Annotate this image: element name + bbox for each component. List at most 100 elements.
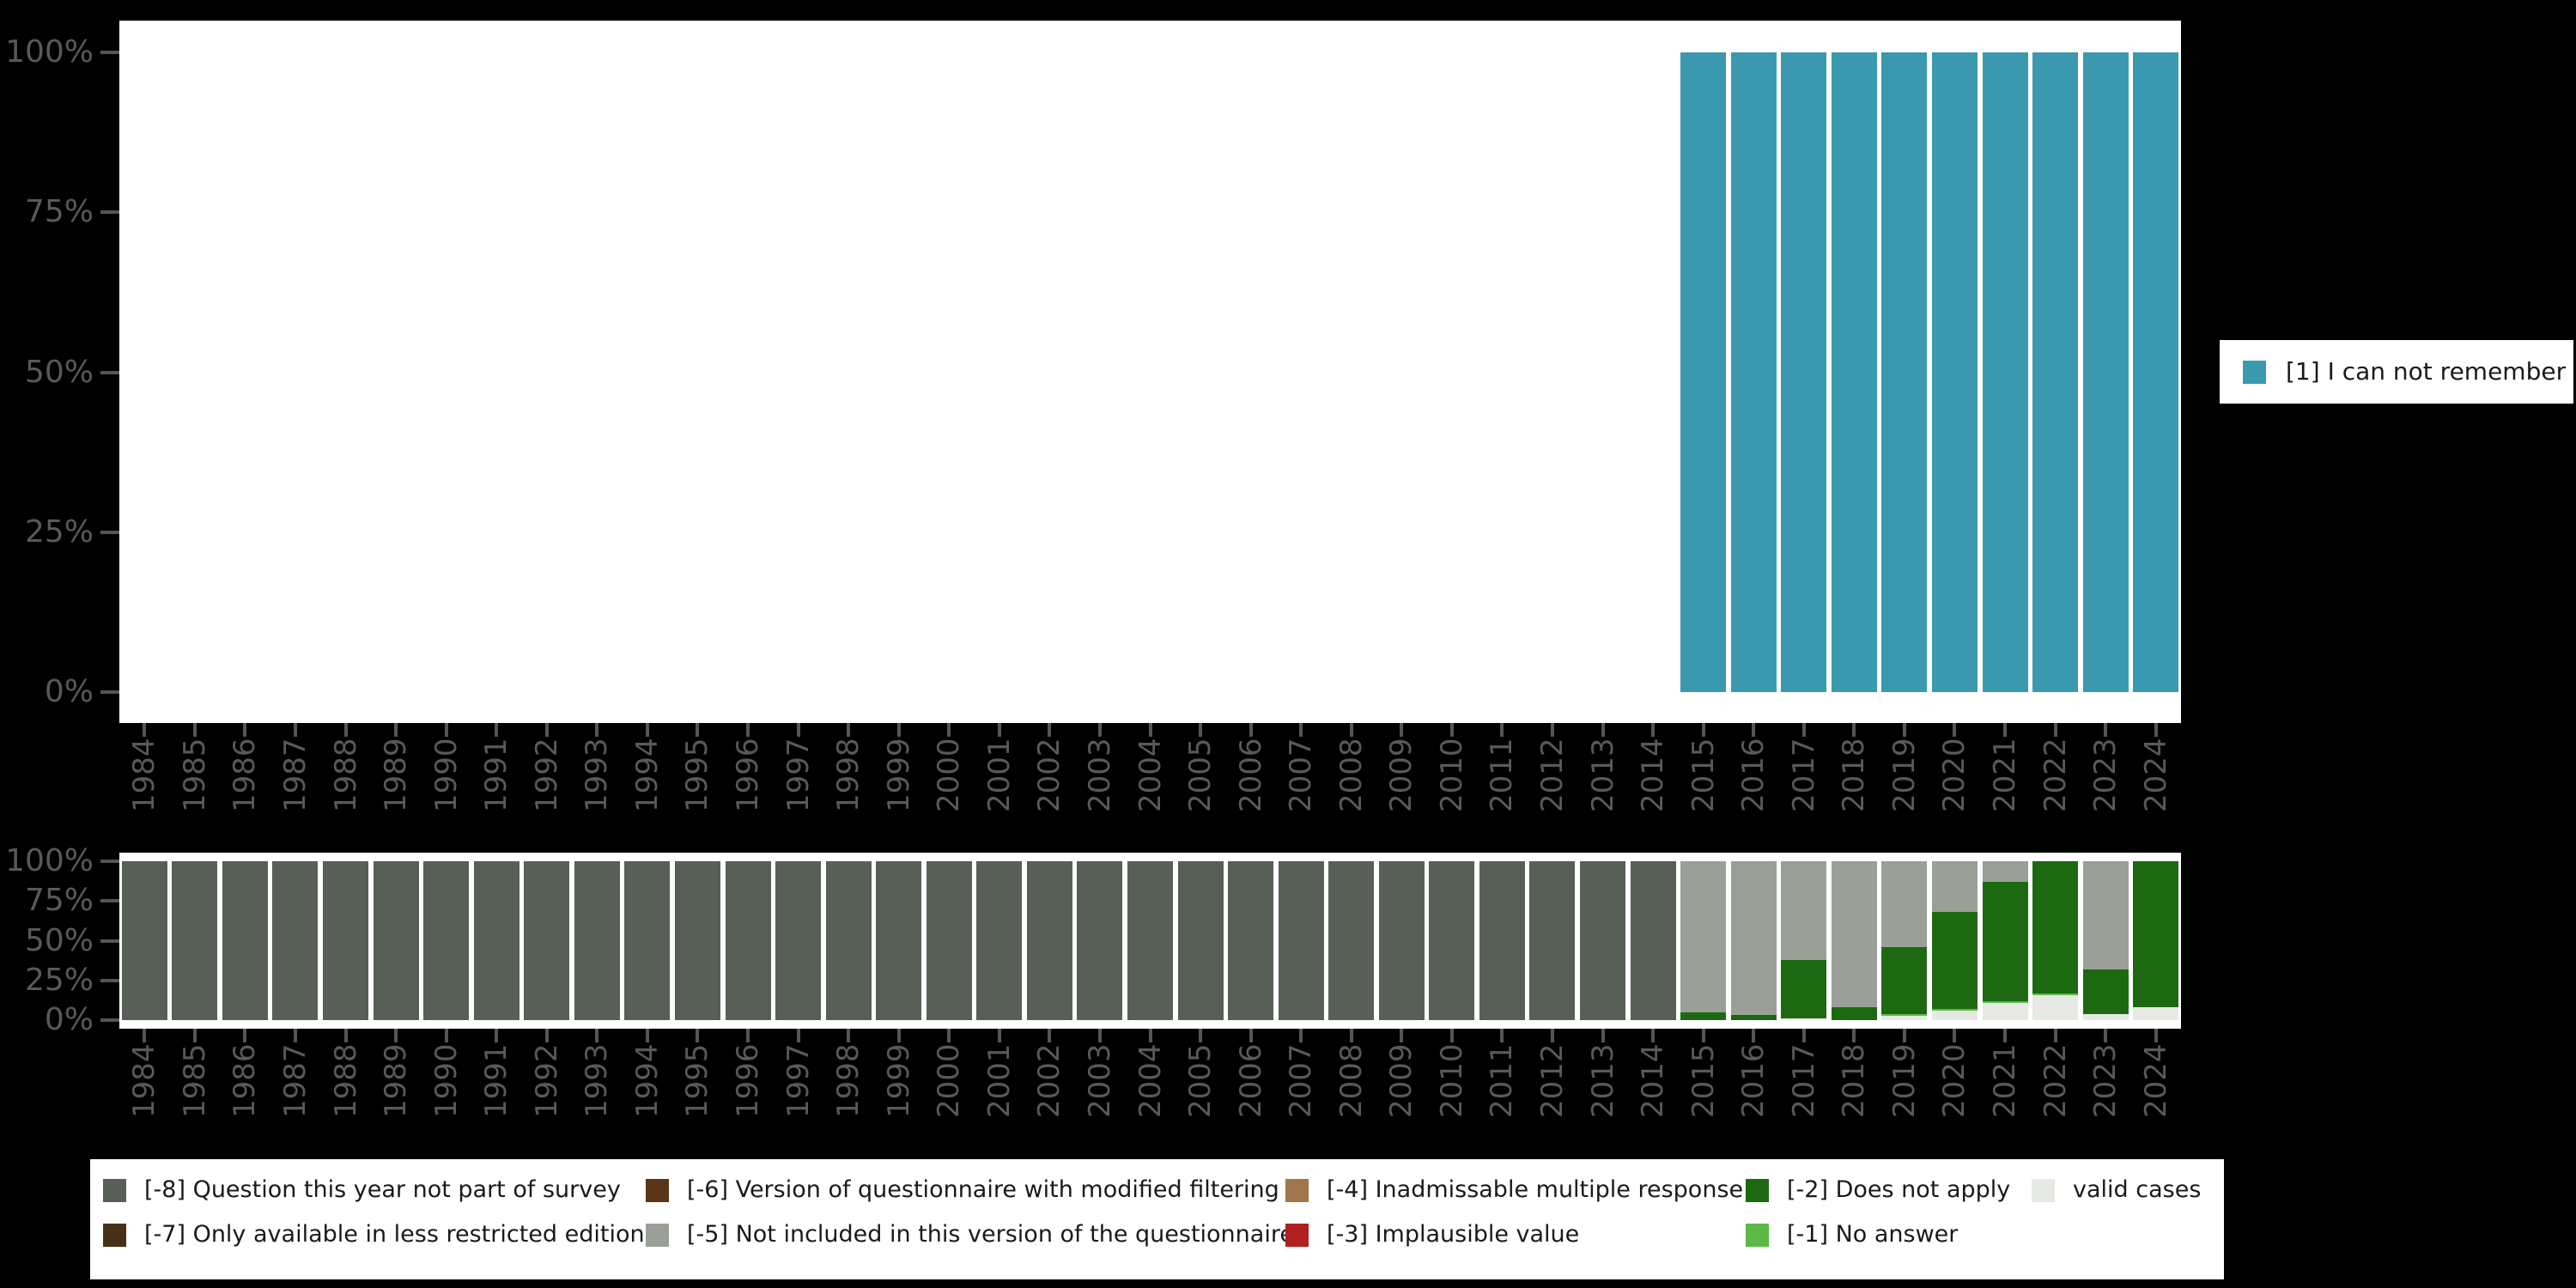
x-axis-year-label: 2011 (1485, 738, 1519, 812)
bar-segment--1-i-can-not-remember (1983, 52, 2028, 692)
x-axis-year-label: 2004 (1133, 738, 1168, 812)
x-axis-tick (1651, 1029, 1655, 1042)
x-axis-tick (1098, 1029, 1102, 1042)
x-axis-tick (294, 1029, 297, 1042)
y-axis-tick (100, 939, 119, 943)
x-axis-tick (696, 723, 699, 737)
x-axis-year-label: 2022 (2038, 738, 2073, 812)
x-axis-year-label: 1988 (329, 1043, 363, 1118)
x-axis-year-label: 1992 (530, 1043, 564, 1118)
y-axis-tick (100, 531, 119, 534)
x-axis-year-label: 1995 (680, 738, 714, 812)
bar-segment--1-no-answer (1983, 1001, 2028, 1003)
x-axis-year-label: 2000 (932, 738, 966, 812)
x-axis-tick (646, 1029, 649, 1042)
x-axis-year-label: 1999 (882, 1043, 916, 1118)
legend-label: valid cases (2073, 1176, 2202, 1203)
x-axis-tick (1350, 723, 1353, 737)
x-axis-year-label: 2022 (2038, 1043, 2073, 1118)
x-axis-tick (2104, 1029, 2107, 1042)
x-axis-year-label: 1989 (379, 738, 413, 812)
x-axis-year-label: 2013 (1586, 1043, 1620, 1118)
bar-segment--8-question-this-year-not-part-of-survey (474, 861, 519, 1020)
bar-segment--8-question-this-year-not-part-of-survey (976, 861, 1022, 1020)
y-axis-tick-label: 50% (24, 923, 94, 958)
x-axis-year-label: 1991 (479, 738, 513, 812)
y-axis-tick-label: 100% (5, 843, 94, 878)
legend-swatch (103, 1224, 126, 1247)
x-axis-year-label: 2024 (2139, 1043, 2173, 1118)
legend-label: [-5] Not included in this version of the… (687, 1221, 1294, 1248)
x-axis-year-label: 1994 (630, 738, 665, 812)
x-axis-tick (2054, 723, 2057, 737)
x-axis-tick (344, 723, 348, 737)
bar-segment-valid-cases (2133, 1007, 2178, 1020)
x-axis-year-label: 1999 (882, 738, 916, 812)
x-axis-year-label: 2020 (1937, 738, 1971, 812)
x-axis-year-label: 2012 (1535, 1043, 1570, 1118)
bar-segment--8-question-this-year-not-part-of-survey (1127, 861, 1173, 1020)
bar-segment--8-question-this-year-not-part-of-survey (1429, 861, 1474, 1020)
x-axis-tick (646, 723, 649, 737)
x-axis-tick (1199, 1029, 1202, 1042)
bar-segment--5-not-included-in-this-version-of-the-questionnaire (1731, 861, 1777, 1015)
bar-segment--8-question-this-year-not-part-of-survey (1529, 861, 1575, 1020)
x-axis-tick (696, 1029, 699, 1042)
bar-segment--8-question-this-year-not-part-of-survey (624, 861, 670, 1020)
x-axis-tick (1551, 1029, 1554, 1042)
x-axis-tick (545, 1029, 549, 1042)
x-axis-tick (847, 723, 850, 737)
x-axis-year-label: 2009 (1384, 1043, 1419, 1118)
x-axis-year-label: 2017 (1787, 738, 1821, 812)
x-axis-tick (1249, 1029, 1253, 1042)
bar-segment--8-question-this-year-not-part-of-survey (1027, 861, 1072, 1020)
x-axis-tick (1400, 723, 1403, 737)
top-chart-legend: [1] I can not remember (2220, 340, 2573, 404)
x-axis-year-label: 2003 (1083, 1043, 1117, 1118)
bar-segment--1-no-answer (1932, 1009, 1978, 1011)
x-axis-tick (1098, 723, 1102, 737)
x-axis-tick (394, 723, 398, 737)
x-axis-tick (1953, 1029, 1956, 1042)
x-axis-year-label: 1986 (228, 1043, 262, 1118)
y-axis-tick (100, 210, 119, 214)
x-axis-tick (1350, 1029, 1353, 1042)
legend-swatch (103, 1179, 126, 1202)
x-axis-year-label: 1995 (680, 1043, 714, 1118)
x-axis-tick (1500, 723, 1504, 737)
x-axis-tick (746, 723, 750, 737)
x-axis-tick (1702, 1029, 1705, 1042)
x-axis-tick (1852, 723, 1856, 737)
x-axis-year-label: 2015 (1686, 738, 1721, 812)
legend-label: [1] I can not remember (2286, 357, 2567, 386)
legend-swatch (2243, 361, 2266, 384)
bar-segment--8-question-this-year-not-part-of-survey (675, 861, 720, 1020)
x-axis-tick (1299, 723, 1303, 737)
legend-label: [-4] Inadmissable multiple response (1327, 1176, 1744, 1203)
y-axis-tick-label: 25% (24, 514, 94, 550)
x-axis-year-label: 2008 (1334, 1043, 1369, 1118)
x-axis-year-label: 2006 (1234, 738, 1268, 812)
y-axis-tick (100, 690, 119, 694)
x-axis-tick (595, 1029, 598, 1042)
x-axis-tick (243, 1029, 246, 1042)
bar-segment--8-question-this-year-not-part-of-survey (1379, 861, 1425, 1020)
x-axis-year-label: 1984 (127, 1043, 161, 1118)
x-axis-tick (1199, 723, 1202, 737)
x-axis-tick (1953, 723, 1956, 737)
legend-label: [-1] No answer (1787, 1221, 1959, 1248)
legend-swatch (1285, 1224, 1309, 1247)
x-axis-year-label: 1985 (178, 738, 212, 812)
x-axis-tick (595, 723, 598, 737)
x-axis-tick (2003, 723, 2007, 737)
x-axis-year-label: 1985 (178, 1043, 212, 1118)
bar-segment--8-question-this-year-not-part-of-survey (574, 861, 620, 1020)
bar-segment--2-does-not-apply (1731, 1015, 1777, 1020)
y-axis-tick (100, 899, 119, 902)
bar-segment--8-question-this-year-not-part-of-survey (775, 861, 821, 1020)
x-axis-year-label: 2021 (1988, 738, 2022, 812)
bar-segment--5-not-included-in-this-version-of-the-questionnaire (1680, 861, 1726, 1012)
x-axis-year-label: 2021 (1988, 1043, 2022, 1118)
y-axis-tick (100, 51, 119, 54)
x-axis-tick (2154, 723, 2158, 737)
